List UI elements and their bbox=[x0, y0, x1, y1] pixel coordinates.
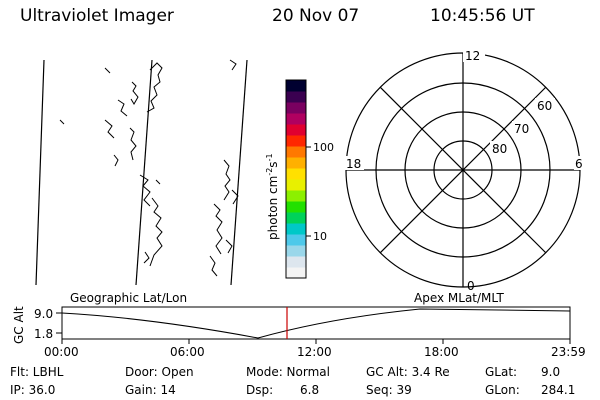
polar-label-0: 0 bbox=[467, 279, 475, 293]
timeline-x-tick-0600: 06:00 bbox=[170, 345, 205, 359]
colorbar-segment bbox=[286, 256, 306, 268]
status-dsp-label: Dsp: bbox=[246, 383, 274, 397]
polar-lat-label-70: 70 bbox=[514, 122, 529, 136]
colorbar-segment bbox=[286, 80, 306, 92]
status-mode: Mode: Normal bbox=[246, 365, 330, 379]
timeline-y-tick-9: 9.0 bbox=[34, 307, 53, 321]
timeline-x-tick-2359: 23:59 bbox=[551, 345, 586, 359]
colorbar-segment bbox=[286, 157, 306, 169]
colorbar-segment bbox=[286, 245, 306, 257]
timeline-right-label: Apex MLat/MLT bbox=[414, 291, 504, 305]
colorbar-tick-10: 10 bbox=[313, 230, 327, 243]
colorbar-segment bbox=[286, 135, 306, 147]
colorbar-segment bbox=[286, 234, 306, 246]
polar-label-12: 12 bbox=[465, 49, 480, 63]
colorbar-segment bbox=[286, 168, 306, 180]
status-gain: Gain: 14 bbox=[125, 383, 176, 397]
timeline-x-tick-1200: 12:00 bbox=[297, 345, 332, 359]
colorbar-tick-100: 100 bbox=[313, 141, 334, 154]
observation-time: 10:45:56 UT bbox=[430, 6, 535, 26]
status-glon-value: 284.1 bbox=[541, 383, 576, 397]
colorbar-segment bbox=[286, 102, 306, 114]
polar-lat-label-80: 80 bbox=[492, 142, 507, 156]
longitude-line-right bbox=[230, 59, 248, 286]
colorbar-segment bbox=[286, 212, 306, 224]
longitude-line-left bbox=[35, 59, 45, 286]
app-title: Ultraviolet Imager bbox=[20, 6, 174, 26]
status-filter: Flt: LBHL bbox=[10, 365, 64, 379]
timeline-left-label: Geographic Lat/Lon bbox=[70, 291, 188, 305]
colorbar-segment bbox=[286, 267, 306, 279]
status-dsp-value: 6.8 bbox=[300, 383, 320, 397]
timeline-x-tick-1800: 18:00 bbox=[424, 345, 459, 359]
longitude-line-middle bbox=[135, 59, 153, 286]
status-ip: IP: 36.0 bbox=[10, 383, 56, 397]
altitude-curve bbox=[61, 308, 571, 339]
colorbar-segment bbox=[286, 190, 306, 202]
observation-date: 20 Nov 07 bbox=[272, 6, 360, 26]
polar-label-6: 6 bbox=[575, 157, 583, 171]
status-glat-value: 9.0 bbox=[541, 365, 561, 379]
timeline-x-tick-0000: 00:00 bbox=[44, 345, 79, 359]
colorbar-segment bbox=[286, 223, 306, 235]
colorbar-segment bbox=[286, 124, 306, 136]
colorbar-segment bbox=[286, 201, 306, 213]
colorbar-segment bbox=[286, 113, 306, 125]
status-door: Door: Open bbox=[125, 365, 194, 379]
status-seq: Seq: 39 bbox=[366, 383, 412, 397]
colorbar-unit-label: photon cm-2s-1 bbox=[265, 153, 280, 240]
timeline-y-tick-1-8: 1.8 bbox=[34, 327, 53, 341]
status-glon-label: GLon: bbox=[485, 383, 520, 397]
polar-diagonal-2 bbox=[379, 86, 547, 254]
polar-label-18: 18 bbox=[346, 157, 361, 171]
polar-lat-label-60: 60 bbox=[537, 99, 552, 113]
status-gc-alt: GC Alt: 3.4 Re bbox=[366, 365, 450, 379]
colorbar-segment bbox=[286, 146, 306, 158]
status-glat-label: GLat: bbox=[485, 365, 518, 379]
coastline-outlines bbox=[59, 59, 239, 277]
timeline-y-axis-label: GC Alt bbox=[12, 306, 26, 344]
colorbar-segment bbox=[286, 179, 306, 191]
colorbar-segment bbox=[286, 91, 306, 103]
